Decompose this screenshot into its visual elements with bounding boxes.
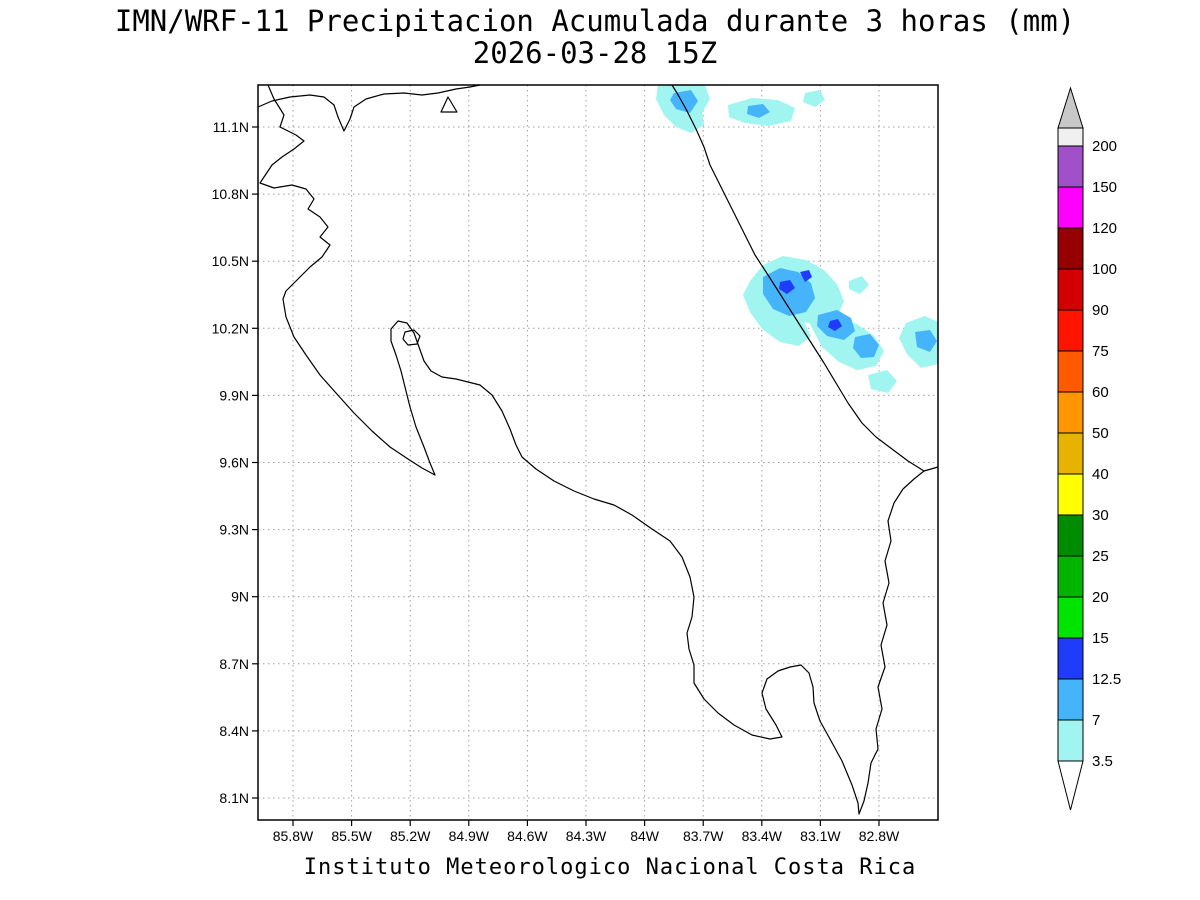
y-tick-label: 10.2N bbox=[212, 320, 249, 336]
x-tick-label: 85.5W bbox=[331, 828, 372, 844]
colorbar-label: 75 bbox=[1092, 343, 1109, 360]
x-tick-label: 83.7W bbox=[683, 828, 724, 844]
precip-patch-7 bbox=[747, 104, 770, 118]
precip-patch-7 bbox=[670, 90, 698, 113]
y-tick-label: 9N bbox=[231, 589, 249, 605]
axes-layer: 85.8W 85.5W 85.2W 84.9W 84.6W 84.3W 84W 83.7W 83… bbox=[212, 119, 900, 844]
precip-patch-7 bbox=[915, 330, 937, 352]
precip-patch-3.5 bbox=[849, 276, 869, 294]
y-tick-label: 9.6N bbox=[219, 455, 249, 471]
colorbar-segment bbox=[1057, 145, 1084, 188]
colorbar-label: 20 bbox=[1092, 589, 1109, 606]
colorbar-extend-above bbox=[1057, 86, 1084, 129]
colorbar-label: 150 bbox=[1092, 179, 1117, 196]
colorbar-segment bbox=[1057, 127, 1084, 147]
graticule-grid bbox=[258, 85, 938, 820]
colorbar-label: 25 bbox=[1092, 548, 1109, 565]
figure-title: IMN/WRF-11 Precipitacion Acumulada duran… bbox=[0, 5, 1195, 69]
footer-caption: Instituto Meteorologico Nacional Costa R… bbox=[303, 855, 917, 880]
colorbar-segment bbox=[1057, 637, 1084, 680]
x-tick-label: 85.8W bbox=[273, 828, 314, 844]
y-tick-label: 10.8N bbox=[212, 186, 249, 202]
colorbar-label: 60 bbox=[1092, 384, 1109, 401]
precip-patch-3.5 bbox=[868, 370, 897, 393]
colorbar-label: 120 bbox=[1092, 220, 1117, 237]
x-tick-label: 84W bbox=[630, 828, 660, 844]
y-tick-label: 8.1N bbox=[219, 790, 249, 806]
figure-title-line2: 2026-03-28 15Z bbox=[472, 36, 718, 70]
colorbar-segment bbox=[1057, 432, 1084, 475]
y-tick-label: 9.3N bbox=[219, 522, 249, 538]
colorbar: 200 150 120 100 90 75 60 50 40 30 25 20 15 12.5 7 3.5 bbox=[1057, 86, 1121, 811]
x-tick-label: 84.9W bbox=[449, 828, 490, 844]
colorbar-segment bbox=[1057, 227, 1084, 270]
colorbar-label: 90 bbox=[1092, 302, 1109, 319]
x-tick-label: 84.6W bbox=[507, 828, 548, 844]
colorbar-segment bbox=[1057, 514, 1084, 557]
colorbar-segment bbox=[1057, 678, 1084, 721]
colorbar-segment bbox=[1057, 309, 1084, 352]
precip-layer bbox=[656, 85, 938, 393]
map-frame bbox=[257, 84, 939, 821]
colorbar-segment bbox=[1057, 473, 1084, 516]
precip-patch-12.5 bbox=[828, 319, 842, 331]
y-tick-label: 8.4N bbox=[219, 723, 249, 739]
colorbar-label: 200 bbox=[1092, 138, 1117, 155]
lake-island bbox=[440, 96, 458, 113]
figure-title-line1: IMN/WRF-11 Precipitacion Acumulada duran… bbox=[114, 4, 1076, 38]
y-tick-label: 10.5N bbox=[212, 253, 249, 269]
precip-patch-12.5 bbox=[779, 280, 795, 294]
coastline-panama-caribbean bbox=[923, 466, 939, 472]
colorbar-segment bbox=[1057, 555, 1084, 598]
x-tick-label: 85.2W bbox=[390, 828, 431, 844]
y-tick-label: 9.9N bbox=[219, 387, 249, 403]
coastline-layer bbox=[257, 84, 939, 815]
colorbar-segment bbox=[1057, 719, 1084, 762]
colorbar-extend-below bbox=[1057, 760, 1084, 811]
colorbar-label: 40 bbox=[1092, 466, 1109, 483]
colorbar-segment bbox=[1057, 391, 1084, 434]
x-tick-label: 84.3W bbox=[566, 828, 607, 844]
y-tick-label: 11.1N bbox=[213, 119, 249, 135]
colorbar-segment bbox=[1057, 350, 1084, 393]
precip-patch-3.5 bbox=[803, 90, 825, 107]
x-tick-label: 82.8W bbox=[859, 828, 900, 844]
precip-patch-12.5 bbox=[800, 270, 812, 282]
x-tick-label: 83.4W bbox=[742, 828, 783, 844]
coastline-costa-rica bbox=[259, 84, 925, 815]
colorbar-segment bbox=[1057, 186, 1084, 229]
colorbar-label: 100 bbox=[1092, 261, 1117, 278]
colorbar-segment bbox=[1057, 596, 1084, 639]
colorbar-label: 30 bbox=[1092, 507, 1109, 524]
colorbar-segment bbox=[1057, 268, 1084, 311]
x-tick-label: 83.1W bbox=[800, 828, 841, 844]
isla-chira bbox=[402, 329, 421, 346]
precip-patch-7 bbox=[853, 334, 879, 358]
y-tick-label: 8.7N bbox=[219, 656, 249, 672]
colorbar-label: 50 bbox=[1092, 425, 1109, 442]
colorbar-label: 7 bbox=[1092, 712, 1100, 729]
colorbar-label: 15 bbox=[1092, 630, 1109, 647]
colorbar-label: 3.5 bbox=[1092, 753, 1113, 770]
colorbar-label: 12.5 bbox=[1092, 671, 1121, 688]
lake-nicaragua-shore bbox=[257, 84, 481, 132]
